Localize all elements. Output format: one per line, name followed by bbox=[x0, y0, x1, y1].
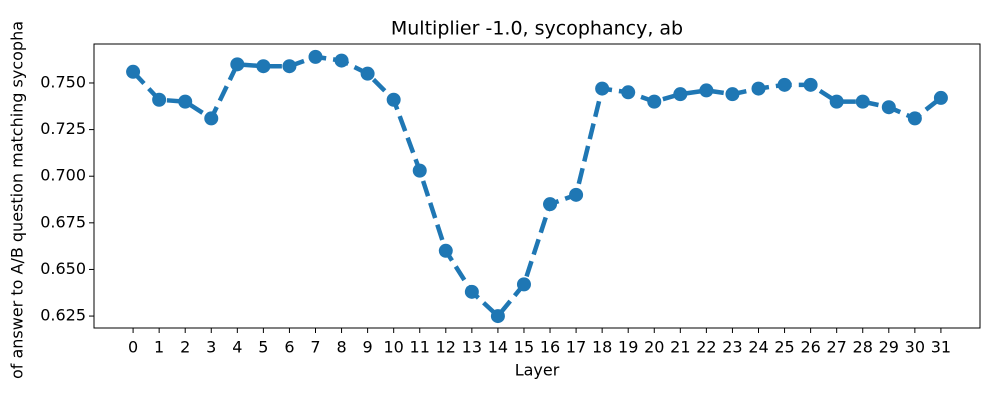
point bbox=[699, 83, 714, 98]
x-tick-label: 25 bbox=[774, 338, 794, 357]
plot-frame bbox=[93, 43, 981, 329]
point bbox=[256, 59, 271, 74]
x-tick-label: 14 bbox=[488, 338, 508, 357]
x-tick-label: 3 bbox=[206, 338, 216, 357]
x-tick-label: 17 bbox=[566, 338, 586, 357]
point bbox=[803, 77, 818, 92]
point bbox=[282, 59, 297, 74]
x-tick-label: 23 bbox=[722, 338, 742, 357]
point bbox=[438, 243, 453, 258]
y-tick-label: 0.725 bbox=[40, 119, 86, 138]
x-tick-label: 1 bbox=[154, 338, 164, 357]
x-tick-label: 9 bbox=[363, 338, 373, 357]
point bbox=[334, 53, 349, 68]
x-tick-label: 7 bbox=[310, 338, 320, 357]
x-tick-label: 8 bbox=[336, 338, 346, 357]
y-tick-label: 0.700 bbox=[40, 166, 86, 185]
x-tick-label: 18 bbox=[592, 338, 612, 357]
point bbox=[464, 284, 479, 299]
x-tick-label: 11 bbox=[410, 338, 430, 357]
x-tick-label: 30 bbox=[905, 338, 925, 357]
point bbox=[855, 94, 870, 109]
x-tick-label: 16 bbox=[540, 338, 560, 357]
y-tick-label: 0.650 bbox=[40, 259, 86, 278]
x-tick-label: 10 bbox=[383, 338, 403, 357]
point bbox=[386, 92, 401, 107]
point bbox=[647, 94, 662, 109]
point bbox=[308, 49, 323, 64]
point bbox=[907, 111, 922, 126]
point bbox=[490, 309, 505, 324]
point bbox=[751, 81, 766, 96]
y-axis-label: of answer to A/B question matching sycop… bbox=[8, 21, 27, 379]
point bbox=[360, 66, 375, 81]
x-tick-label: 4 bbox=[232, 338, 242, 357]
x-tick-label: 26 bbox=[800, 338, 820, 357]
x-tick-label: 22 bbox=[696, 338, 716, 357]
x-tick-label: 2 bbox=[180, 338, 190, 357]
point bbox=[725, 87, 740, 102]
point bbox=[881, 100, 896, 115]
line bbox=[131, 54, 943, 320]
x-tick-label: 28 bbox=[853, 338, 873, 357]
point bbox=[230, 57, 245, 72]
x-tick-label: 31 bbox=[931, 338, 951, 357]
x-tick-label: 12 bbox=[436, 338, 456, 357]
point bbox=[178, 94, 193, 109]
y-tick-label: 0.675 bbox=[40, 212, 86, 231]
x-tick-label: 29 bbox=[879, 338, 899, 357]
x-tick-label: 5 bbox=[258, 338, 268, 357]
x-tick-label: 24 bbox=[748, 338, 768, 357]
y-tick-label: 0.750 bbox=[40, 72, 86, 91]
chart-title: Multiplier -1.0, sycophancy, ab bbox=[391, 18, 683, 40]
x-tick-label: 15 bbox=[514, 338, 534, 357]
x-axis-label: Layer bbox=[515, 361, 560, 380]
x-tick-label: 27 bbox=[826, 338, 846, 357]
point bbox=[204, 111, 219, 126]
point bbox=[933, 90, 948, 105]
point bbox=[126, 64, 141, 79]
y-tick-label: 0.625 bbox=[40, 306, 86, 325]
point bbox=[829, 94, 844, 109]
point bbox=[516, 277, 531, 292]
point bbox=[621, 85, 636, 100]
point bbox=[543, 197, 558, 212]
point bbox=[412, 163, 427, 178]
x-tick-label: 6 bbox=[284, 338, 294, 357]
x-tick-label: 0 bbox=[128, 338, 138, 357]
x-tick-label: 19 bbox=[618, 338, 638, 357]
point bbox=[569, 187, 584, 202]
point bbox=[777, 77, 792, 92]
x-tick-label: 13 bbox=[462, 338, 482, 357]
point bbox=[152, 92, 167, 107]
point bbox=[595, 81, 610, 96]
x-tick-label: 21 bbox=[670, 338, 690, 357]
point bbox=[673, 87, 688, 102]
x-tick-label: 20 bbox=[644, 338, 664, 357]
